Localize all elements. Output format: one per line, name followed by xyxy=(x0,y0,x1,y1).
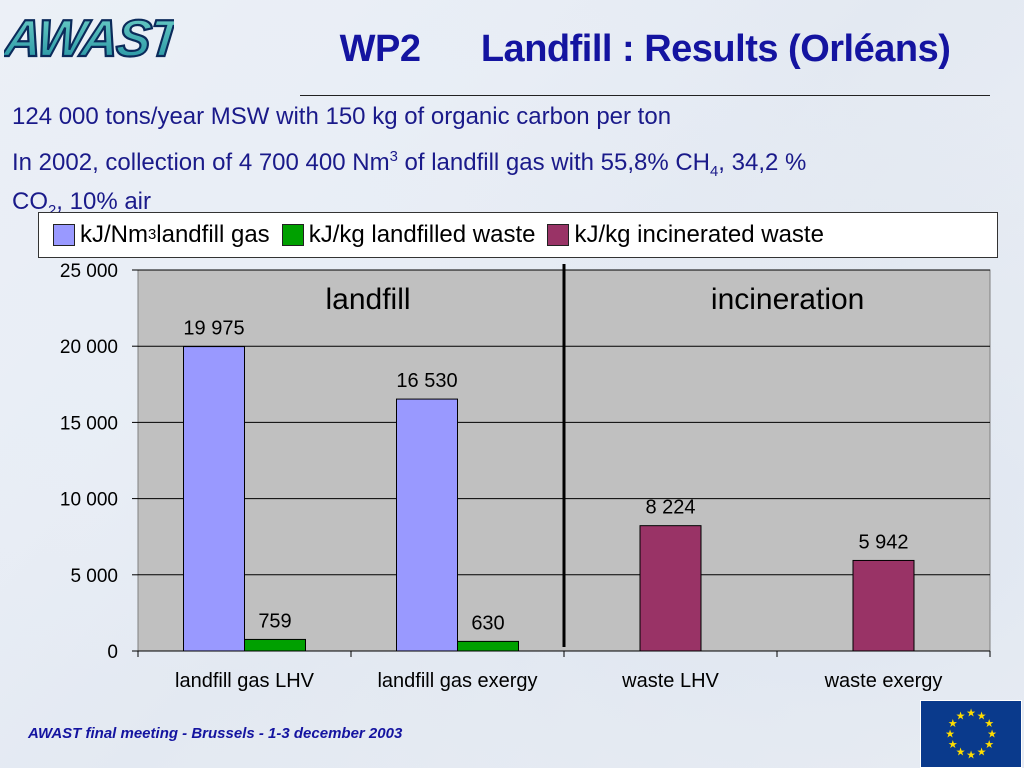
bar xyxy=(183,346,245,652)
awast-logo: AWAST xyxy=(4,9,174,66)
bar xyxy=(639,525,702,652)
bar xyxy=(457,640,519,652)
eu-star: ★ xyxy=(984,717,994,730)
eu-star: ★ xyxy=(948,717,958,730)
y-tick-label: 5 000 xyxy=(70,566,118,587)
footer-text: AWAST final meeting - Brussels - 1-3 dec… xyxy=(28,725,403,742)
chart-legend: kJ/Nm 3 landfill gas kJ/kg landfilled was… xyxy=(38,212,998,258)
eu-star: ★ xyxy=(948,738,958,751)
data-label: 8 224 xyxy=(645,497,695,519)
title-wp: WP2 xyxy=(339,28,421,70)
bar xyxy=(396,398,458,652)
y-tick-label: 0 xyxy=(107,642,118,663)
y-tick-label: 10 000 xyxy=(60,490,118,511)
x-tick-label: landfill gas LHV xyxy=(175,670,315,692)
title-rule xyxy=(300,95,990,96)
data-label: 5 942 xyxy=(858,531,908,553)
bar-chart: 0 5 000 10 000 15 000 20 000 25 000 landfill g… xyxy=(60,261,991,692)
eu-star: ★ xyxy=(966,749,976,762)
eu-flag-icon: ★ ★★★★★★★★★★★ xyxy=(920,700,1022,768)
legend-item-landfilled-waste: kJ/kg landfilled waste xyxy=(281,221,535,249)
y-tick-label: 20 000 xyxy=(60,337,118,358)
logo-text: AWAST xyxy=(4,10,174,66)
legend-item-landfill-gas: kJ/Nm 3 landfill gas xyxy=(53,221,270,249)
x-tick-label: waste exergy xyxy=(824,670,943,692)
legend-swatch xyxy=(547,224,570,246)
x-tick-label: landfill gas exergy xyxy=(377,670,537,692)
x-tick-label: waste LHV xyxy=(621,670,719,692)
data-label: 19 975 xyxy=(183,318,244,340)
annotation-incineration: incineration xyxy=(711,283,864,316)
intro-line-3: CO2, 10% air xyxy=(12,187,151,219)
eu-star: ★ xyxy=(966,707,976,720)
y-tick-label: 25 000 xyxy=(60,261,118,282)
intro-text: 124 000 tons/year MSW with 150 kg of org… xyxy=(12,102,1012,226)
y-tick-label: 15 000 xyxy=(60,413,118,434)
eu-star: ★ xyxy=(956,709,966,722)
annotation-landfill: landfill xyxy=(326,283,411,316)
eu-star: ★ xyxy=(956,746,966,759)
intro-line-1: 124 000 tons/year MSW with 150 kg of org… xyxy=(12,103,672,130)
eu-star: ★ xyxy=(987,728,997,741)
intro-line-2: In 2002, collection of 4 700 400 Nm3 of … xyxy=(12,149,807,180)
bar xyxy=(244,638,306,652)
data-label: 759 xyxy=(258,610,291,632)
eu-star: ★ xyxy=(945,728,955,741)
page-title: WP2 Landfill : Results (Orléans) xyxy=(300,28,990,71)
title-main: Landfill : Results (Orléans) xyxy=(480,28,951,70)
legend-swatch xyxy=(53,224,75,246)
legend-swatch xyxy=(281,224,304,246)
bar xyxy=(852,559,915,652)
eu-star: ★ xyxy=(977,746,987,759)
legend-item-incinerated-waste: kJ/kg incinerated waste xyxy=(547,221,824,249)
data-label: 630 xyxy=(471,612,504,634)
data-label: 16 530 xyxy=(396,370,457,392)
eu-star: ★ xyxy=(984,738,994,751)
eu-star: ★ xyxy=(977,709,987,722)
